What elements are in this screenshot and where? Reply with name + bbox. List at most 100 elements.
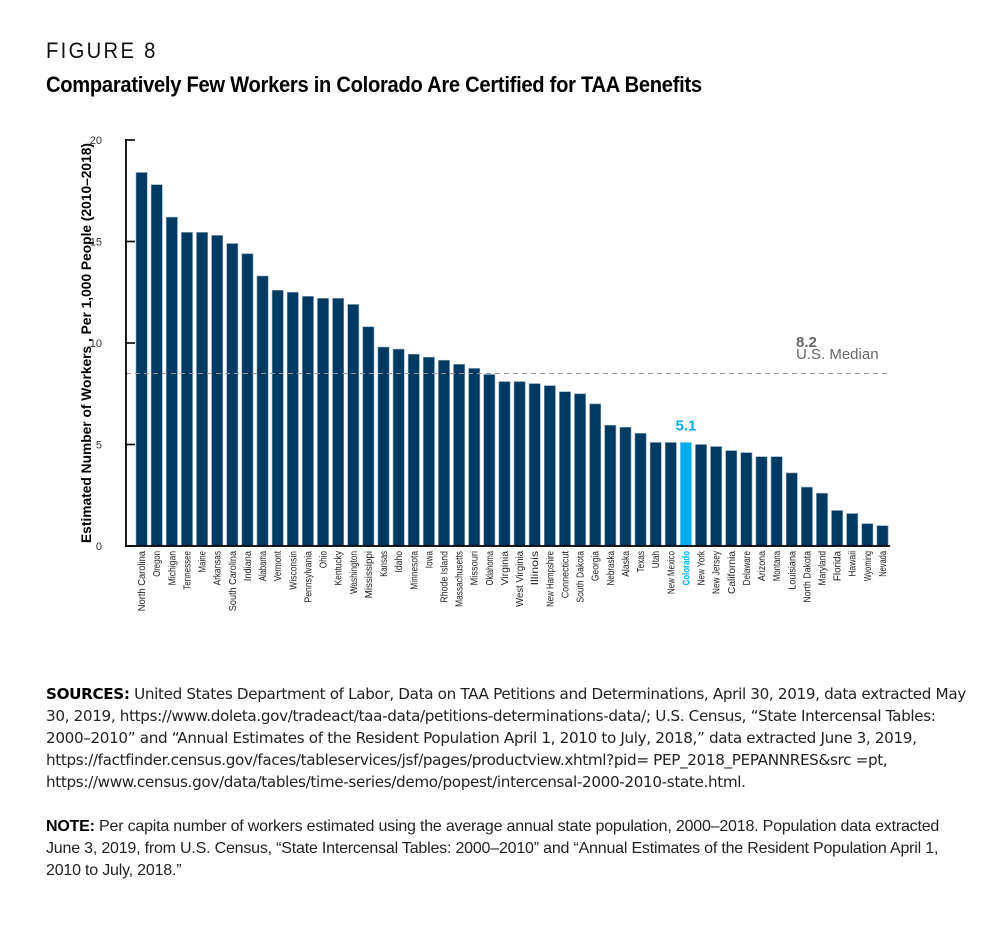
x-tick-label: Nevada <box>878 551 889 577</box>
bar <box>286 291 299 547</box>
bar <box>226 243 239 547</box>
x-tick-label: Ohio <box>319 551 330 569</box>
bar <box>241 253 254 547</box>
median-text-label: U.S. Median <box>796 346 879 363</box>
x-tick-label: South Carolina <box>228 551 239 612</box>
x-tick-label: Iowa <box>424 551 435 569</box>
bar <box>740 452 753 547</box>
x-tick-label: New Hampshire <box>545 551 556 607</box>
bar <box>710 446 723 547</box>
x-tick-label: North Carolina <box>137 551 148 612</box>
y-tick-label: 5 <box>96 440 102 452</box>
x-tick-label: Wisconsin <box>288 551 299 590</box>
x-tick-label: Arizona <box>757 551 768 581</box>
bar <box>392 348 405 547</box>
bar <box>876 525 889 547</box>
x-tick-label: Mississippi <box>364 551 375 598</box>
x-tick-label: Alabama <box>258 551 269 581</box>
bar <box>543 385 556 547</box>
bar <box>468 368 481 547</box>
bar <box>196 232 208 547</box>
bar <box>559 391 571 547</box>
x-tick-label: Texas <box>636 551 647 573</box>
x-tick-label: Idaho <box>394 551 405 573</box>
y-axis-label: Estimated Number of Workers , Per 1,000 … <box>79 143 94 543</box>
y-tick-label: 0 <box>96 541 102 553</box>
bar <box>664 442 677 547</box>
x-tick-label: Washington <box>349 551 360 594</box>
x-tick-label: New Mexico <box>666 551 677 594</box>
x-tick-label: Colorado <box>681 551 692 585</box>
bar <box>256 275 269 547</box>
bar <box>634 433 647 547</box>
highlight-value-label: 5.1 <box>675 417 696 434</box>
x-tick-label: New York <box>697 550 708 585</box>
note-text: Per capita number of workers estimated u… <box>46 818 940 879</box>
bar-chart: Estimated Number of Workers , Per 1,000 … <box>79 135 891 611</box>
bar <box>785 472 798 547</box>
note: NOTE: Per capita number of workers estim… <box>46 816 966 882</box>
x-tick-label: Georgia <box>591 551 602 581</box>
bar <box>649 442 662 547</box>
x-tick-label: New Jersey <box>712 551 723 594</box>
bar <box>861 523 874 547</box>
x-tick-label: Rhode Island <box>440 551 451 603</box>
bar <box>181 232 193 547</box>
x-tick-label: Oklahoma <box>485 551 496 586</box>
sources-heading: SOURCES: <box>46 685 130 703</box>
x-tick-label: Nebraska <box>606 551 617 586</box>
bar <box>150 184 163 547</box>
bar <box>846 513 859 547</box>
bar <box>604 424 617 547</box>
x-tick-label: Louisiana <box>787 551 798 590</box>
x-tick-label: Connecticut <box>560 551 571 598</box>
bar <box>422 356 435 547</box>
median-value-label: 8.2 <box>796 334 817 351</box>
x-tick-label: Virginia <box>500 551 511 586</box>
bars <box>135 172 889 547</box>
bar <box>831 510 844 547</box>
x-tick-label: West Virginia <box>515 551 526 607</box>
bar <box>574 393 586 547</box>
y-axis-ticks: 0 5 10 15 20 <box>90 135 135 553</box>
note-heading: NOTE: <box>46 818 95 835</box>
bar <box>135 172 148 547</box>
bar <box>800 486 813 547</box>
y-tick-label: 10 <box>90 338 102 350</box>
bar <box>453 364 466 547</box>
x-tick-label: Pennsylvania <box>303 551 314 603</box>
x-axis-labels: North Carolina Oregon Michigan Tennessee Mai… <box>137 550 889 611</box>
bar <box>483 374 496 547</box>
x-tick-label: Minnesota <box>409 551 420 590</box>
bar <box>770 456 783 547</box>
x-tick-label: Maine <box>198 551 209 573</box>
bar <box>528 383 541 547</box>
x-tick-label: South Dakota <box>576 551 587 603</box>
sources-text: United States Department of Labor, Data … <box>46 685 966 791</box>
y-axis-label-group: Estimated Number of Workers , Per 1,000 … <box>79 143 94 543</box>
figure-title: Comparatively Few Workers in Colorado Ar… <box>46 72 702 97</box>
bar <box>513 381 526 547</box>
x-tick-label: Indiana <box>243 551 254 581</box>
bar <box>211 235 224 547</box>
sources-note: SOURCES: United States Department of Lab… <box>46 683 966 793</box>
bar <box>332 298 345 547</box>
bar <box>725 450 738 547</box>
x-tick-label: Michigan <box>167 551 178 585</box>
bar <box>347 304 360 547</box>
x-tick-label: Montana <box>772 551 783 581</box>
x-tick-label: Oregon <box>152 551 163 577</box>
bar <box>695 444 707 547</box>
y-tick-label: 15 <box>90 237 102 249</box>
axes <box>125 139 891 547</box>
bar <box>317 298 329 547</box>
bar <box>589 403 602 547</box>
x-tick-label: Massachusetts <box>455 551 466 607</box>
bar <box>407 353 420 547</box>
median-reference: 8.2U.S. Median <box>126 334 891 375</box>
x-tick-label: Kentucky <box>334 551 345 585</box>
bar <box>816 492 828 547</box>
bar <box>438 359 450 547</box>
x-tick-label: Florida <box>833 551 844 582</box>
bar <box>302 296 314 547</box>
